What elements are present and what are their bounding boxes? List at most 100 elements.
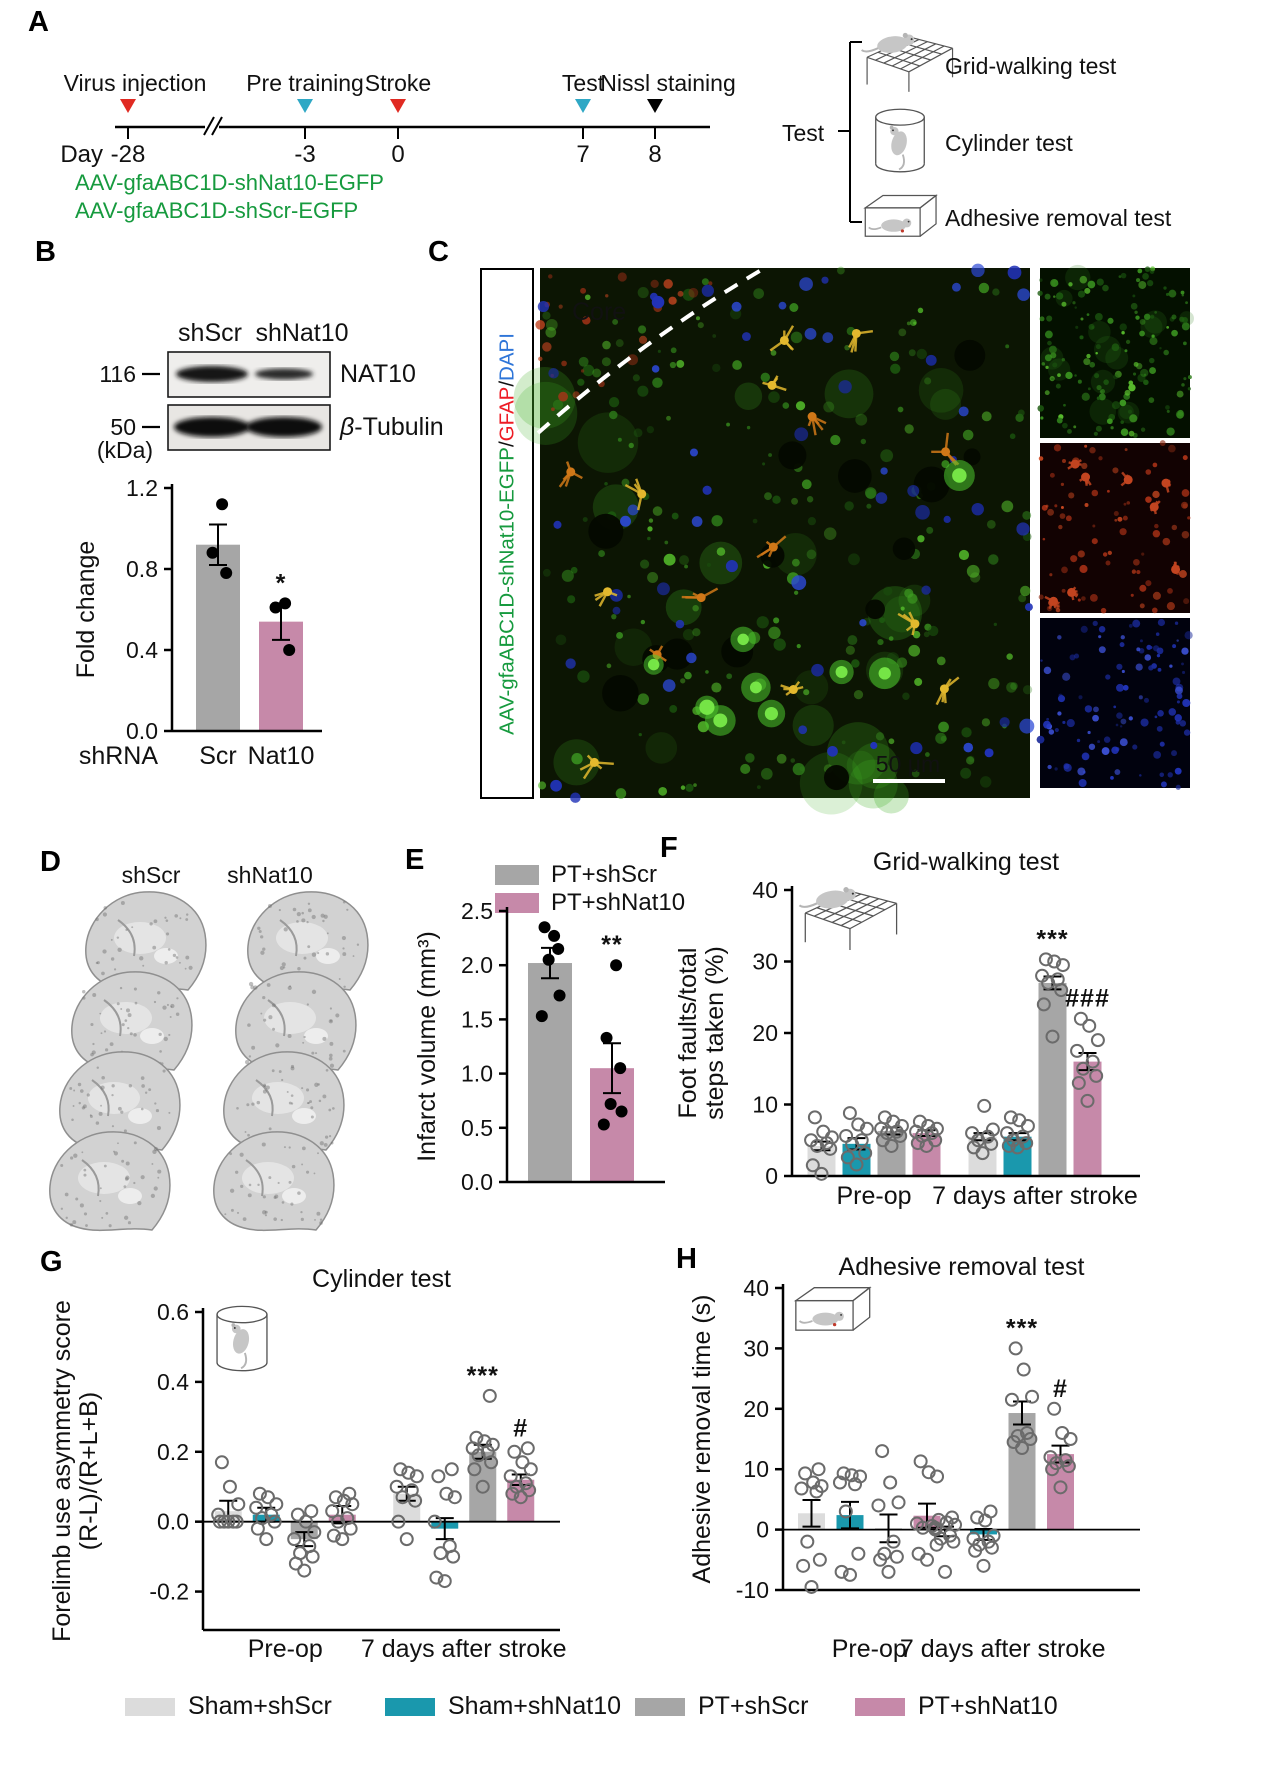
svg-text:β-Tubulin: β-Tubulin (339, 413, 444, 441)
svg-text:0.2: 0.2 (157, 1439, 189, 1465)
svg-text:10: 10 (752, 1092, 778, 1118)
stain-label-text: AAV-gfaABC1D-shNat10-EGFP/GFAP/DAPI (482, 270, 532, 797)
svg-text:NAT10: NAT10 (340, 360, 416, 388)
svg-text:Grid-walking test: Grid-walking test (873, 848, 1059, 876)
svg-text:steps taken (%): steps taken (%) (701, 946, 729, 1120)
legend-label-pt-shscr: PT+shScr (551, 861, 658, 888)
legend-sham-shnat10: Sham+shNat10 (385, 1692, 621, 1721)
svg-text:40: 40 (752, 877, 778, 903)
test-item-cylinder: Cylinder test (945, 130, 1073, 156)
svg-text:Day: Day (60, 141, 103, 168)
svg-text:0: 0 (756, 1517, 769, 1543)
svg-text:7 days after stroke: 7 days after stroke (361, 1635, 567, 1663)
svg-text:116: 116 (99, 361, 136, 387)
svg-text:0: 0 (765, 1163, 778, 1189)
cylinder-test-chart: Pre-op 7 days after stroke -0.2 0.0 0.2 0.4 0.… (48, 1265, 567, 1663)
svg-text:8: 8 (648, 141, 661, 168)
svg-text:30: 30 (743, 1335, 769, 1361)
fold-change-chart: 0.0 0.4 0.8 1.2 * Scr Nat10 shRNA Fold change (72, 475, 322, 770)
stain-label-green: AAV-gfaABC1D-shNat10-EGFP (495, 446, 518, 735)
adhesive-test-icon (863, 194, 938, 237)
svg-text:Pre training: Pre training (246, 70, 364, 96)
svg-text:7: 7 (576, 141, 589, 168)
legend-pt-shscr: PT+shScr (495, 861, 657, 889)
legend-label-sham-shscr: Sham+shScr (188, 1692, 332, 1720)
svg-text:20: 20 (743, 1396, 769, 1422)
svg-text:40: 40 (743, 1275, 769, 1301)
svg-text:7 days after stroke: 7 days after stroke (900, 1635, 1106, 1663)
stain-label-sep1: / (495, 440, 518, 447)
legend-label-pt-shnat10: PT+shNat10 (551, 889, 686, 916)
legend-sham-shscr: Sham+shScr (125, 1692, 332, 1721)
svg-text:shNat10: shNat10 (255, 319, 348, 347)
svg-text:Fold change: Fold change (72, 541, 100, 679)
stain-label-blue: DAPI (495, 332, 518, 381)
svg-text:0.4: 0.4 (126, 637, 158, 663)
svg-text:shRNA: shRNA (79, 742, 159, 770)
legend-pt-shscr-bottom: PT+shScr (635, 1692, 808, 1721)
legend-swatch-pt-shscr (495, 865, 539, 885)
nissl-brain-sections (49, 891, 369, 1232)
svg-text:30: 30 (752, 949, 778, 975)
svg-text:Foot faults/total: Foot faults/total (674, 948, 702, 1119)
svg-text:Pre-op: Pre-op (836, 1182, 911, 1210)
fluorescence-egfp-channel (1037, 264, 1194, 438)
legend-pt-shnat10: PT+shNat10 (495, 889, 685, 917)
legend-swatch-sham-shnat10 (385, 1697, 435, 1716)
fluorescence-merged-image: Core 50 μm (513, 263, 1035, 815)
svg-text:Scr: Scr (199, 742, 237, 770)
grid-walking-chart: Pre-op 7 days after stroke 0 10 20 30 40 *** ###… (674, 848, 1140, 1210)
test-item-adhesive: Adhesive removal test (945, 205, 1172, 231)
test-bracket (838, 41, 862, 223)
svg-text:0.0: 0.0 (157, 1509, 189, 1535)
legend-label-pt-shnat10-bottom: PT+shNat10 (918, 1692, 1058, 1720)
svg-text:#: # (1053, 1375, 1068, 1403)
svg-text:***: *** (467, 1362, 499, 1390)
svg-text:Cylinder test: Cylinder test (312, 1265, 451, 1293)
panel-c-label: C (428, 236, 449, 268)
svg-text:2.0: 2.0 (461, 952, 493, 978)
svg-text:Forelimb use asymmetry score: Forelimb use asymmetry score (48, 1300, 76, 1642)
svg-text:Infarct volume (mm³): Infarct volume (mm³) (413, 931, 441, 1162)
stain-label-sep2: / (495, 380, 518, 387)
svg-text:0.4: 0.4 (157, 1369, 189, 1395)
svg-text:(R-L)/(R+L+B): (R-L)/(R+L+B) (75, 1392, 103, 1550)
svg-text:1.2: 1.2 (126, 475, 158, 501)
virus-construct-2: AAV-gfaABC1D-shScr-EGFP (75, 198, 359, 223)
legend-label-sham-shnat10: Sham+shNat10 (448, 1692, 622, 1720)
panel-d-label: D (40, 846, 61, 878)
nissl-group-shscr: shScr (121, 862, 181, 888)
svg-text:Nat10: Nat10 (248, 742, 315, 770)
svg-text:Nissl staining: Nissl staining (600, 70, 736, 96)
svg-text:-3: -3 (294, 141, 315, 168)
svg-text:1.0: 1.0 (461, 1061, 493, 1087)
test-bracket-label: Test (782, 120, 825, 146)
svg-text:###: ### (1065, 985, 1110, 1013)
infarct-volume-chart: 0.0 0.5 1.0 1.5 2.0 2.5 ** Infarct volume (mm³) (413, 898, 665, 1195)
svg-text:0: 0 (391, 141, 404, 168)
panel-e-label: E (405, 844, 425, 876)
svg-text:-28: -28 (111, 141, 146, 168)
svg-text:0.5: 0.5 (461, 1115, 493, 1141)
svg-text:20: 20 (752, 1020, 778, 1046)
svg-text:***: *** (1006, 1314, 1038, 1342)
legend-swatch-pt-shscr-bottom (635, 1697, 685, 1716)
legend-swatch-pt-shnat10-bottom (855, 1697, 905, 1716)
panel-h-label: H (676, 1243, 697, 1275)
svg-text:Pre-op: Pre-op (832, 1635, 907, 1663)
svg-text:2.5: 2.5 (461, 898, 493, 924)
svg-text:Test: Test (562, 70, 605, 96)
svg-text:*: * (276, 569, 287, 597)
svg-text:-0.2: -0.2 (149, 1579, 189, 1605)
adhesive-inset-icon (793, 1286, 872, 1331)
svg-text:-10: -10 (736, 1577, 769, 1603)
panel-g-label: G (40, 1246, 63, 1278)
svg-text:Pre-op: Pre-op (248, 1635, 323, 1663)
western-blot: shScr shNat10 116 NAT10 50 β-Tubulin (kDa) (97, 319, 444, 463)
svg-text:0.6: 0.6 (157, 1299, 189, 1325)
stain-label-box: AAV-gfaABC1D-shNat10-EGFP/GFAP/DAPI (480, 268, 534, 799)
cylinder-test-icon (875, 108, 925, 173)
adhesive-removal-chart: Pre-op7 days after stroke -10 0 10 20 30 40 ***… (688, 1253, 1140, 1663)
legend-pt-shnat10-bottom: PT+shNat10 (855, 1692, 1058, 1721)
